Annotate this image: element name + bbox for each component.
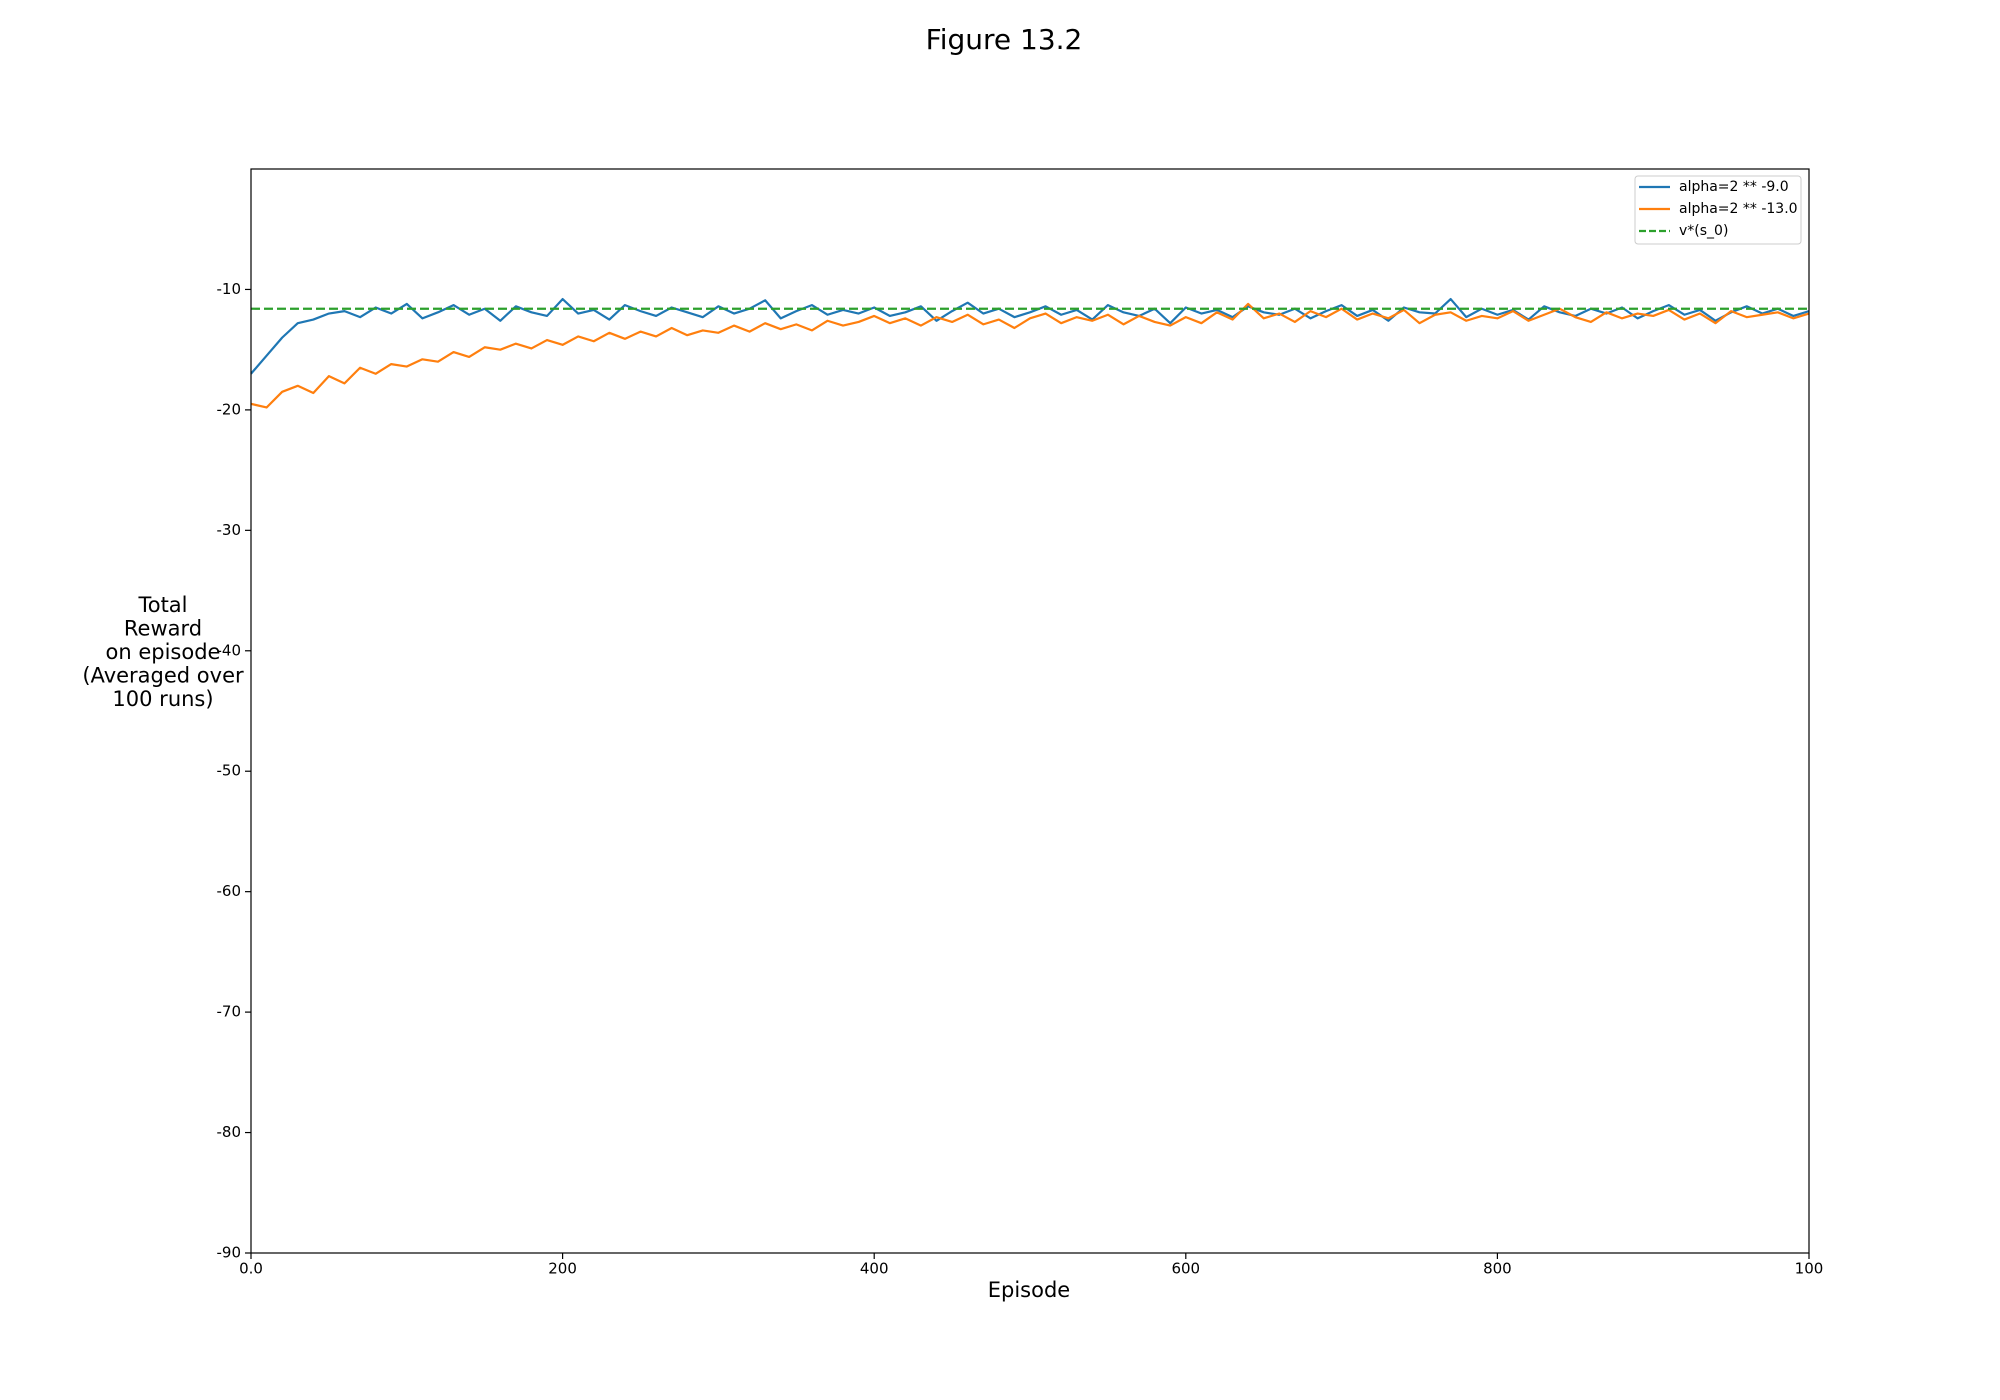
plot-frame xyxy=(250,168,1810,1254)
x-tick-label: 800 xyxy=(1483,1260,1512,1278)
legend-label: alpha=2 ** -9.0 xyxy=(1679,179,1789,195)
legend-box xyxy=(1634,175,1802,245)
x-tick-label: 200 xyxy=(548,1260,577,1278)
y-axis-label: (Averaged over xyxy=(82,664,244,688)
y-tick-label: -60 xyxy=(217,882,242,900)
legend-label: v*(s_0) xyxy=(1679,223,1728,239)
y-tick-label: -80 xyxy=(217,1123,242,1141)
x-tick-label: 600 xyxy=(1171,1260,1200,1278)
x-tick-label: 0.0 xyxy=(239,1260,263,1278)
x-tick-label: 400 xyxy=(860,1260,889,1278)
y-axis-label: 100 runs) xyxy=(112,687,213,711)
x-tick-label: 100 xyxy=(1795,1260,1824,1278)
chart-title: Figure 13.2 xyxy=(926,23,1083,56)
y-tick-label: -40 xyxy=(217,641,242,659)
y-tick-label: -30 xyxy=(217,521,242,539)
y-axis-label: Total xyxy=(137,593,187,617)
y-tick-label: -90 xyxy=(217,1244,242,1262)
x-axis-label: Episode xyxy=(988,1278,1070,1302)
legend-label: alpha=2 ** -13.0 xyxy=(1679,201,1798,217)
y-tick-label: -70 xyxy=(217,1003,242,1021)
y-tick-label: -10 xyxy=(217,280,242,298)
y-axis-label: Reward xyxy=(124,617,202,641)
y-tick-label: -20 xyxy=(217,400,242,418)
series-line xyxy=(250,297,1810,375)
series-line xyxy=(250,302,1810,409)
y-axis-label: on episode xyxy=(106,640,221,664)
y-tick-label: -50 xyxy=(217,762,242,780)
